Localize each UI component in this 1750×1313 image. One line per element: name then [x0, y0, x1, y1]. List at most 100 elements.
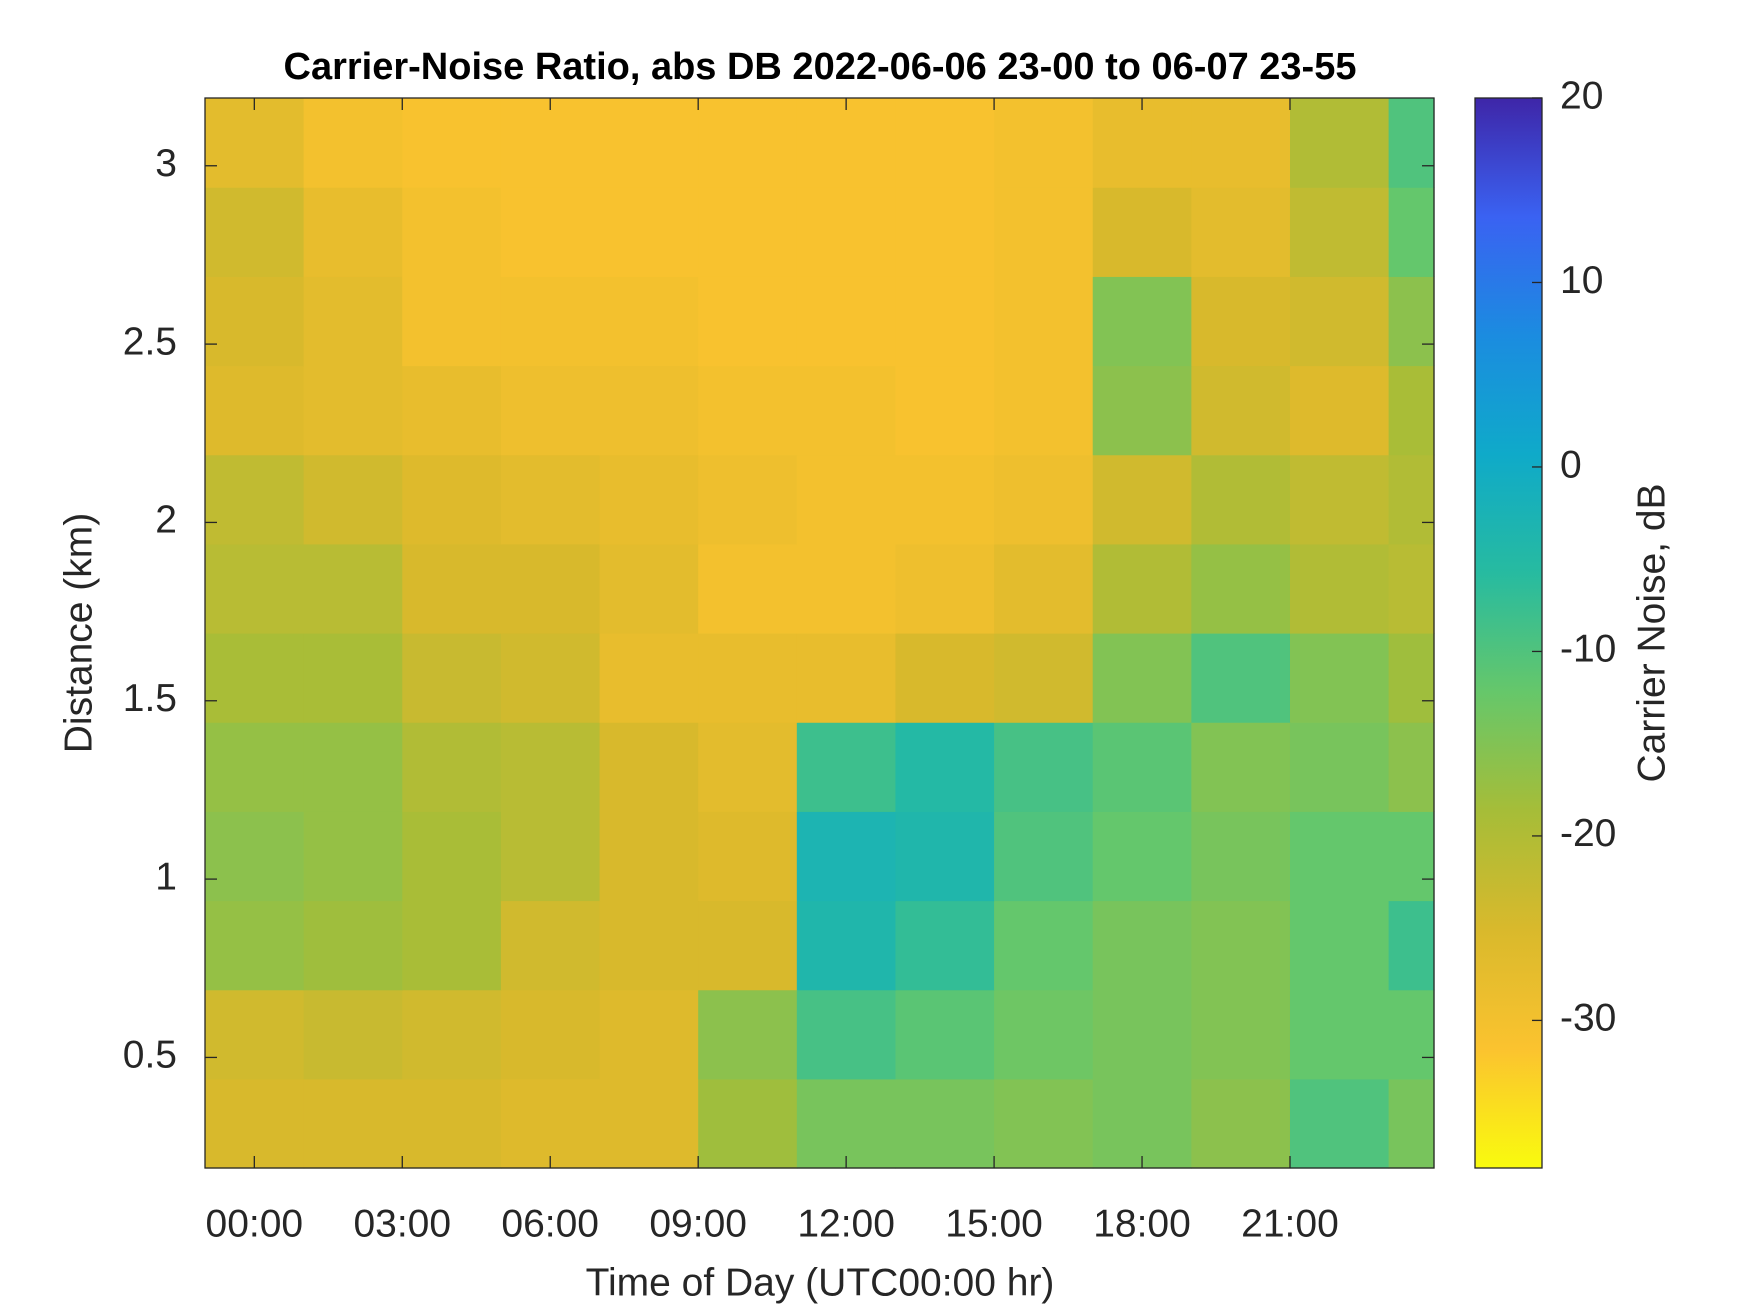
heatmap-cell: [1388, 633, 1435, 723]
heatmap-cell: [303, 900, 403, 991]
heatmap-cell: [698, 989, 798, 1080]
heatmap-cell: [1092, 187, 1192, 277]
heatmap-cell: [1191, 543, 1291, 634]
heatmap-cell: [698, 1078, 798, 1169]
heatmap-cell: [796, 1078, 897, 1169]
heatmap-cell: [994, 722, 1094, 812]
heatmap-cell: [402, 187, 502, 277]
heatmap-cell: [994, 543, 1094, 634]
colorbar-tick-label: -30: [1560, 997, 1616, 1040]
heatmap-cell: [895, 187, 995, 277]
heatmap-cell: [303, 98, 403, 188]
heatmap-cell: [303, 276, 403, 367]
heatmap-cell: [994, 276, 1094, 367]
heatmap-cell: [402, 989, 502, 1080]
heatmap-cell: [796, 722, 897, 812]
heatmap-cell: [1289, 187, 1390, 277]
heatmap-cell: [303, 811, 403, 902]
heatmap-cell: [1289, 989, 1390, 1080]
heatmap-cell: [402, 900, 502, 991]
heatmap-cell: [994, 989, 1094, 1080]
heatmap-cell: [303, 543, 403, 634]
heatmap-cell: [1289, 633, 1390, 723]
heatmap-cell: [599, 1078, 699, 1169]
heatmap-cell: [205, 365, 305, 456]
heatmap-cell: [205, 989, 305, 1080]
heatmap-cell: [500, 187, 601, 277]
x-tick-label: 15:00: [945, 1202, 1043, 1245]
heatmap-cell: [698, 98, 798, 188]
x-tick-label: 18:00: [1093, 1202, 1191, 1245]
heatmap-cell: [500, 722, 601, 812]
heatmap-cell: [1092, 722, 1192, 812]
heatmap-cell: [599, 187, 699, 277]
y-tick-label: 1: [155, 855, 177, 898]
heatmap-cell: [1092, 454, 1192, 545]
chart-title: Carrier-Noise Ratio, abs DB 2022-06-06 2…: [284, 46, 1357, 88]
heatmap-cell: [205, 900, 305, 991]
heatmap-cell: [1191, 365, 1291, 456]
heatmap-cell: [205, 98, 305, 188]
heatmap-cell: [1092, 98, 1192, 188]
heatmap-cell: [1388, 1078, 1435, 1169]
heatmap-cell: [500, 989, 601, 1080]
heatmap-cell: [500, 1078, 601, 1169]
heatmap-cell: [796, 187, 897, 277]
heatmap-cell: [500, 633, 601, 723]
heatmap-cell: [895, 722, 995, 812]
heatmap-cell: [1191, 98, 1291, 188]
heatmap-cell: [698, 187, 798, 277]
heatmap-cell: [1388, 98, 1435, 188]
heatmap-cell: [500, 98, 601, 188]
heatmap-cell: [994, 633, 1094, 723]
heatmap-cell: [1191, 1078, 1291, 1169]
heatmap-cell: [402, 633, 502, 723]
heatmap-cell: [796, 454, 897, 545]
heatmap-cell: [599, 365, 699, 456]
heatmap-cell: [1388, 811, 1435, 902]
heatmap-cell: [1289, 98, 1390, 188]
heatmap-cell: [1191, 900, 1291, 991]
heatmap-cell: [994, 187, 1094, 277]
heatmap-cell: [994, 811, 1094, 902]
heatmap-cell: [698, 276, 798, 367]
heatmap-cell: [1092, 811, 1192, 902]
heatmap-cell: [1388, 454, 1435, 545]
heatmap-cell: [599, 543, 699, 634]
heatmap-cell: [698, 900, 798, 991]
heatmap-cell: [599, 276, 699, 367]
heatmap-cell: [895, 365, 995, 456]
heatmap-cell: [599, 98, 699, 188]
y-tick-label: 3: [155, 142, 177, 185]
heatmap-cell: [895, 633, 995, 723]
heatmap-cell: [1092, 365, 1192, 456]
heatmap-cell: [402, 543, 502, 634]
heatmap-cell: [1092, 900, 1192, 991]
heatmap-cell: [1191, 454, 1291, 545]
heatmap-cell: [1191, 633, 1291, 723]
heatmap-cell: [402, 811, 502, 902]
heatmap-cell: [205, 811, 305, 902]
heatmap-cell: [303, 365, 403, 456]
heatmap-cell: [796, 633, 897, 723]
heatmap-cell: [402, 454, 502, 545]
heatmap-cell: [599, 811, 699, 902]
heatmap-cell: [303, 722, 403, 812]
heatmap-cell: [205, 276, 305, 367]
heatmap-cell: [1289, 811, 1390, 902]
heatmap-cell: [599, 722, 699, 812]
x-axis-label: Time of Day (UTC00:00 hr): [586, 1261, 1055, 1304]
heatmap-cell: [205, 1078, 305, 1169]
heatmap-cell: [599, 633, 699, 723]
colorbar-tick-label: -10: [1560, 628, 1616, 671]
heatmap-cell: [205, 543, 305, 634]
heatmap-cell: [1289, 722, 1390, 812]
heatmap-cell: [895, 1078, 995, 1169]
heatmap-cell: [796, 365, 897, 456]
heatmap-cell: [1092, 989, 1192, 1080]
heatmap-cell: [1388, 276, 1435, 367]
heatmap-cell: [205, 722, 305, 812]
colorbar: [1474, 97, 1543, 1169]
heatmap-cell: [1289, 900, 1390, 991]
y-tick-label: 1.5: [123, 677, 177, 720]
